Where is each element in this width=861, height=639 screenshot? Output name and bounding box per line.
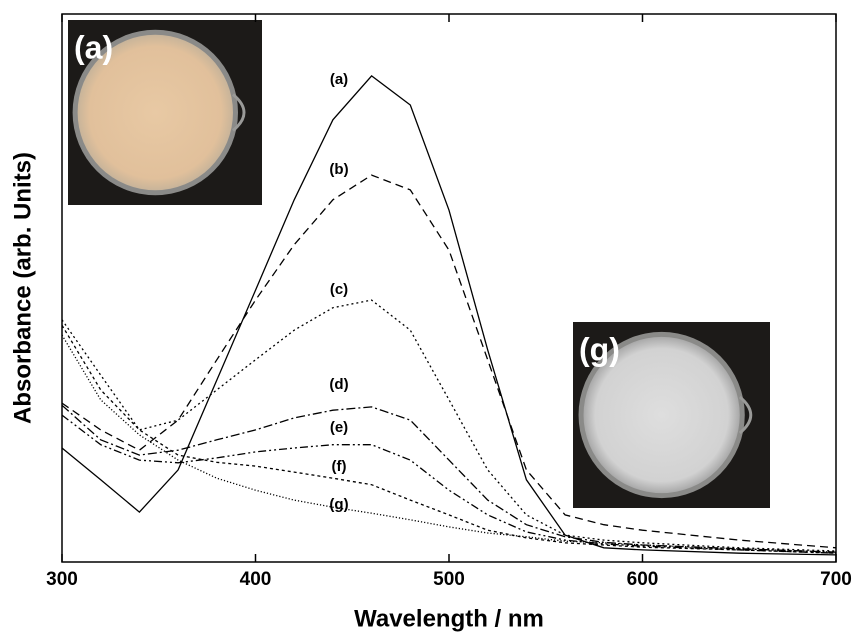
- spectrum-line: [61, 324, 837, 554]
- spectrum-line: [61, 174, 837, 549]
- inset-photo: (a): [68, 20, 262, 205]
- dish: [77, 34, 233, 191]
- spectrum-line: [61, 414, 837, 554]
- x-tick-label: 600: [627, 569, 659, 590]
- x-axis-label: Wavelength / nm: [354, 605, 544, 632]
- dish: [583, 336, 740, 494]
- x-tick-label: 500: [433, 569, 465, 590]
- y-axis-label: Absorbance (arb. Units): [9, 152, 36, 424]
- dish-spout: [232, 93, 246, 132]
- series-label: (c): [330, 281, 348, 298]
- series-label: (f): [332, 458, 347, 475]
- inset-label: (g): [579, 331, 620, 367]
- x-tick-label: 400: [240, 569, 272, 590]
- spectrum-line: [61, 75, 837, 556]
- series-label: (e): [330, 419, 348, 436]
- inset-label: (a): [74, 29, 113, 65]
- series-label: (d): [329, 376, 348, 393]
- x-tick-label: 700: [820, 569, 852, 590]
- dish-spout: [738, 395, 753, 435]
- x-tick-label: 300: [46, 569, 78, 590]
- series-label: (a): [330, 71, 348, 88]
- inset-photo: (g): [573, 322, 770, 508]
- series-label: (b): [329, 161, 348, 178]
- series-label: (g): [329, 496, 348, 513]
- spectrum-line: [61, 299, 837, 552]
